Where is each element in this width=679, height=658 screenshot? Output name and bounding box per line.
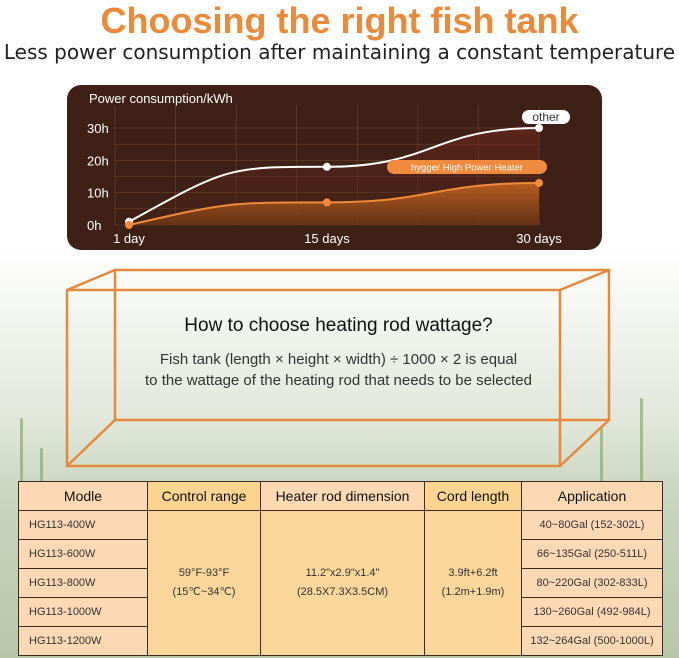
table-row: HG113-1000W 130~260Gal (492-984L) <box>18 597 663 627</box>
series-label: hygger High Power Heater <box>411 162 523 173</box>
table-row: HG113-1200W 132~264Gal (500-1000L) <box>18 626 663 656</box>
fish-tank-outline <box>65 268 611 468</box>
chart-title: Power consumption/kWh <box>89 91 233 106</box>
application-cell: 132~264Gal (500-1000L) <box>521 626 663 656</box>
header-model: Modle <box>18 481 148 511</box>
header-application: Application <box>521 481 663 511</box>
data-point <box>322 162 331 171</box>
y-tick-label: 20h <box>87 153 109 168</box>
model-cell: HG113-1200W <box>18 626 148 656</box>
cord-length-cell: 3.9ft+6.2ft (1.2m+1.9m) <box>424 510 522 656</box>
x-tick-label: 30 days <box>516 231 562 246</box>
control-range-cell: 59°F-93°F (15℃~34℃) <box>147 510 261 656</box>
guide-line-2: to the wattage of the heating rod that n… <box>145 372 532 389</box>
model-cell: HG113-400W <box>18 510 148 540</box>
legend-pill <box>522 110 570 124</box>
spec-table: Modle Control range Heater rod dimension… <box>18 481 663 656</box>
header-dimension: Heater rod dimension <box>260 481 425 511</box>
application-cell: 40~80Gal (152-302L) <box>521 510 663 540</box>
data-point <box>322 198 331 207</box>
y-tick-label: 30h <box>87 121 109 136</box>
dimension-cell: 11.2"x2.9"x1.4" (28.5X7.3X3.5CM) <box>260 510 425 656</box>
power-chart: Power consumption/kWh 0h 10h 20h 30h 1 day 15 … <box>67 85 602 250</box>
x-tick-label: 15 days <box>304 231 350 246</box>
application-cell: 80~220Gal (302-833L) <box>521 568 663 598</box>
guide-line-1: Fish tank (length × height × width) ÷ 10… <box>159 351 518 368</box>
guide-heading: How to choose heating rod wattage? <box>184 315 493 336</box>
y-tick-label: 10h <box>87 186 109 201</box>
model-cell: HG113-800W <box>18 568 148 598</box>
data-point <box>125 221 133 229</box>
series-label: other <box>532 110 559 124</box>
application-cell: 130~260Gal (492-984L) <box>521 597 663 627</box>
model-cell: HG113-600W <box>18 539 148 569</box>
chart-svg: Power consumption/kWh 0h 10h 20h 30h 1 day 15 … <box>87 91 570 246</box>
data-point <box>535 178 543 187</box>
header-cord-length: Cord length <box>424 481 522 511</box>
table-row: HG113-600W 66~135Gal (250-511L) <box>18 539 663 569</box>
y-tick-label: 0h <box>87 218 101 233</box>
legend-pill <box>387 159 547 174</box>
wattage-guide: How to choose heating rod wattage? Fish … <box>65 315 612 391</box>
data-point <box>535 124 543 132</box>
model-cell: HG113-1000W <box>18 597 148 627</box>
table-header-row: Modle Control range Heater rod dimension… <box>18 481 663 511</box>
table-row: HG113-800W 80~220Gal (302-833L) <box>18 568 663 598</box>
header-control-range: Control range <box>147 481 261 511</box>
table-row: HG113-400W 59°F-93°F (15℃~34℃) 11.2"x2.9"… <box>18 510 663 656</box>
x-tick-label: 1 day <box>113 231 145 246</box>
series-area <box>129 182 539 225</box>
application-cell: 66~135Gal (250-511L) <box>521 539 663 569</box>
page-title: Choosing the right fish tank <box>100 0 579 41</box>
page-subtitle: Less power consumption after maintaining… <box>3 40 676 64</box>
